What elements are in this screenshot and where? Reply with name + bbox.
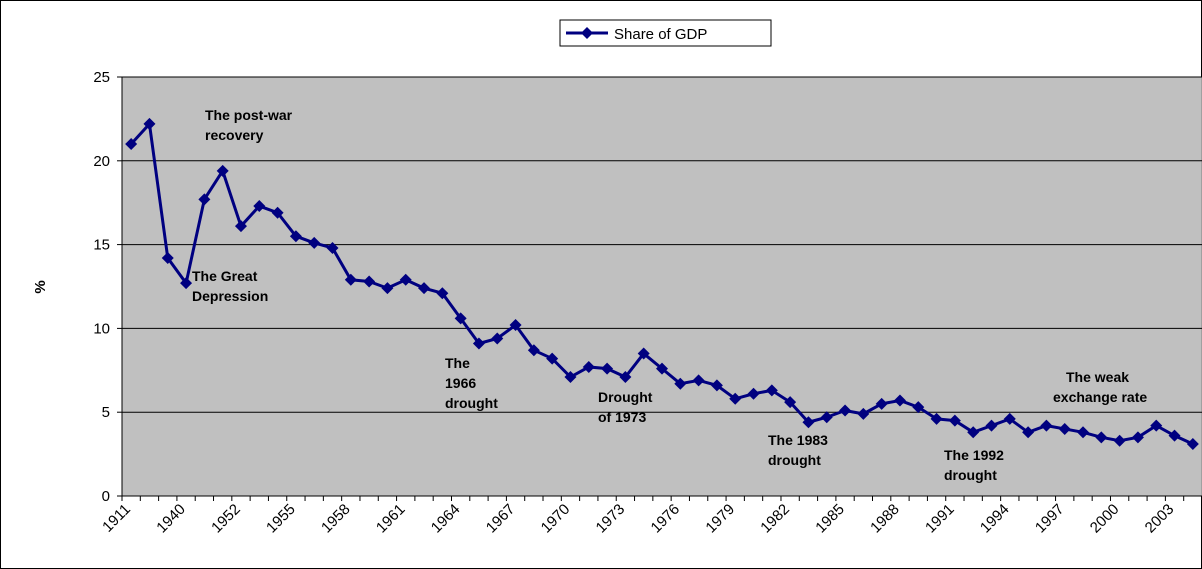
annotation: The [445, 355, 470, 371]
data-point [674, 377, 687, 390]
data-point [1113, 434, 1126, 447]
annotation: Drought [598, 389, 653, 405]
y-tick-label: 20 [93, 153, 110, 170]
data-point [1168, 429, 1181, 442]
annotation: drought [445, 395, 498, 411]
data-point [509, 319, 522, 332]
data-point [418, 282, 431, 295]
data-point [399, 273, 412, 286]
data-point [619, 371, 632, 384]
data-point [216, 164, 229, 177]
plot-area [121, 76, 1202, 497]
data-point [143, 117, 156, 130]
y-axis-label: % [32, 280, 49, 293]
annotation: The 1983 [768, 432, 828, 448]
data-point [344, 273, 357, 286]
data-point [967, 426, 980, 439]
data-point [180, 277, 193, 290]
annotation: Depression [192, 288, 268, 304]
annotation: exchange rate [1053, 389, 1147, 405]
data-point [125, 138, 138, 151]
data-point [1150, 419, 1163, 432]
data-point [710, 379, 723, 392]
data-point [491, 332, 504, 345]
data-point [1095, 431, 1108, 444]
data-point [1077, 426, 1090, 439]
legend-marker [581, 27, 593, 39]
annotation: of 1973 [598, 409, 646, 425]
data-point [912, 401, 925, 414]
data-point [289, 230, 302, 243]
data-point [1186, 438, 1199, 451]
data-point [546, 352, 559, 365]
data-point [692, 374, 705, 387]
data-point [454, 312, 467, 325]
data-point [747, 387, 760, 400]
data-point [234, 220, 247, 233]
annotation: The weak [1066, 369, 1129, 385]
data-point [802, 416, 815, 429]
y-tick-label: 0 [102, 488, 110, 505]
data-point [857, 407, 870, 420]
y-tick-label: 10 [93, 320, 110, 337]
annotation: drought [944, 467, 997, 483]
data-point [326, 241, 339, 254]
data-point [472, 337, 485, 350]
data-point [1022, 426, 1035, 439]
y-tick-label: 15 [93, 237, 110, 254]
data-point [985, 419, 998, 432]
data-point [1040, 419, 1053, 432]
data-point [729, 392, 742, 405]
annotation: The Great [192, 268, 258, 284]
data-point [839, 404, 852, 417]
data-point [308, 236, 321, 249]
data-point [637, 347, 650, 360]
annotation: The post-war [205, 107, 293, 123]
data-point [1003, 412, 1016, 425]
data-point [875, 397, 888, 410]
data-point [527, 344, 540, 357]
y-tick-label: 5 [102, 404, 110, 421]
data-point [1058, 422, 1071, 435]
data-point [253, 200, 266, 213]
data-point [784, 396, 797, 409]
data-point [381, 282, 394, 295]
data-point [893, 394, 906, 407]
data-point [601, 362, 614, 375]
annotation: The 1992 [944, 447, 1004, 463]
data-point [1131, 431, 1144, 444]
data-point [765, 384, 778, 397]
annotation: 1966 [445, 375, 476, 391]
data-point [436, 287, 449, 300]
data-point [198, 193, 211, 206]
annotation: recovery [205, 127, 264, 143]
data-point [948, 414, 961, 427]
annotation: drought [768, 452, 821, 468]
data-point [656, 362, 668, 375]
data-point [564, 371, 577, 384]
data-point [271, 206, 284, 219]
legend-label: Share of GDP [614, 26, 707, 43]
data-point [930, 412, 943, 425]
data-point [820, 411, 833, 424]
data-point [582, 360, 595, 373]
data-point [161, 252, 174, 265]
data-point [363, 275, 376, 288]
y-tick-label: 25 [93, 69, 110, 86]
